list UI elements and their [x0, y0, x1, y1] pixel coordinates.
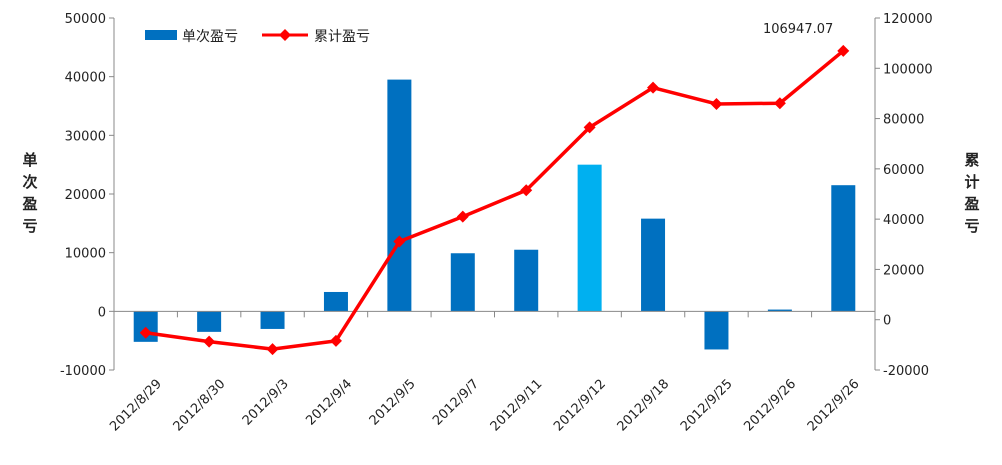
x-tick-label: 2012/9/5	[367, 377, 419, 429]
right-tick-label: 20000	[883, 263, 924, 278]
left-tick-label: 0	[98, 305, 106, 320]
line-point	[520, 184, 533, 197]
line-series	[139, 44, 850, 356]
right-tick-label: 100000	[883, 62, 933, 77]
line-point	[583, 121, 596, 134]
left-tick-label: 20000	[65, 188, 106, 203]
x-tick-label: 2012/9/12	[551, 377, 609, 435]
legend-bar-label: 单次盈亏	[182, 29, 238, 45]
left-tick-label: 40000	[65, 71, 106, 86]
line-point	[837, 44, 850, 57]
right-tick-label: 80000	[883, 113, 924, 128]
x-axis-ticks: 2012/8/29 2012/8/30 2012/9/3 2012/9/4 2012/9…	[107, 377, 862, 435]
line-point	[773, 97, 786, 110]
x-tick-label: 2012/9/26	[741, 377, 799, 435]
legend-line-marker	[279, 29, 291, 41]
legend-line-label: 累计盈亏	[314, 29, 370, 45]
bar	[767, 309, 792, 312]
bar	[577, 164, 602, 312]
x-tick-label: 2012/8/30	[171, 377, 229, 435]
x-tick-label: 2012/9/3	[240, 377, 292, 429]
bar	[387, 79, 412, 312]
line-point	[456, 210, 469, 223]
left-tick-label: 50000	[65, 12, 106, 27]
cumulative-line	[145, 49, 845, 351]
line-point	[647, 81, 660, 94]
x-tick-label: 2012/9/7	[430, 377, 482, 429]
right-tick-label: 0	[883, 314, 891, 329]
bar	[450, 253, 475, 312]
bar	[704, 311, 729, 350]
axis-titles: 单次盈亏 累计盈亏	[21, 151, 979, 235]
legend-bar-swatch	[145, 30, 177, 40]
left-tick-label: -10000	[60, 364, 106, 379]
line-point	[710, 97, 723, 110]
x-tick-label: 2012/9/25	[678, 377, 736, 435]
annotations: 106947.07	[763, 22, 833, 37]
bar	[197, 311, 222, 332]
right-tick-label: 120000	[883, 12, 933, 27]
x-tick-label: 2012/9/4	[303, 377, 355, 429]
right-axis-title: 累计盈亏	[963, 151, 979, 235]
bar	[831, 185, 856, 312]
x-tick-label: 2012/9/26	[805, 377, 863, 435]
bar	[514, 249, 539, 312]
axes	[113, 18, 876, 370]
bar-series	[133, 79, 856, 350]
bar	[323, 291, 348, 312]
left-axis-title: 单次盈亏	[21, 151, 37, 235]
bar	[641, 218, 666, 312]
right-tick-label: 60000	[883, 163, 924, 178]
line-point	[266, 343, 279, 356]
x-tick-label: 2012/9/11	[488, 377, 546, 435]
left-axis-ticks: -10000 0 10000 20000 30000 40000 50000	[60, 12, 114, 379]
line-point	[329, 334, 342, 347]
left-tick-label: 10000	[65, 247, 106, 262]
right-tick-label: 40000	[883, 213, 924, 228]
right-tick-label: -20000	[883, 364, 929, 379]
legend: 单次盈亏 累计盈亏	[145, 29, 370, 45]
line-point	[139, 326, 152, 339]
bar	[260, 311, 285, 329]
right-axis-ticks: -20000 0 20000 40000 60000 80000 100000 120000	[875, 12, 933, 379]
x-tick-label: 2012/9/18	[615, 377, 673, 435]
line-point	[393, 235, 406, 248]
x-tick-label: 2012/8/29	[107, 377, 165, 435]
left-tick-label: 30000	[65, 129, 106, 144]
line-point	[203, 335, 216, 348]
data-label: 106947.07	[763, 22, 833, 37]
